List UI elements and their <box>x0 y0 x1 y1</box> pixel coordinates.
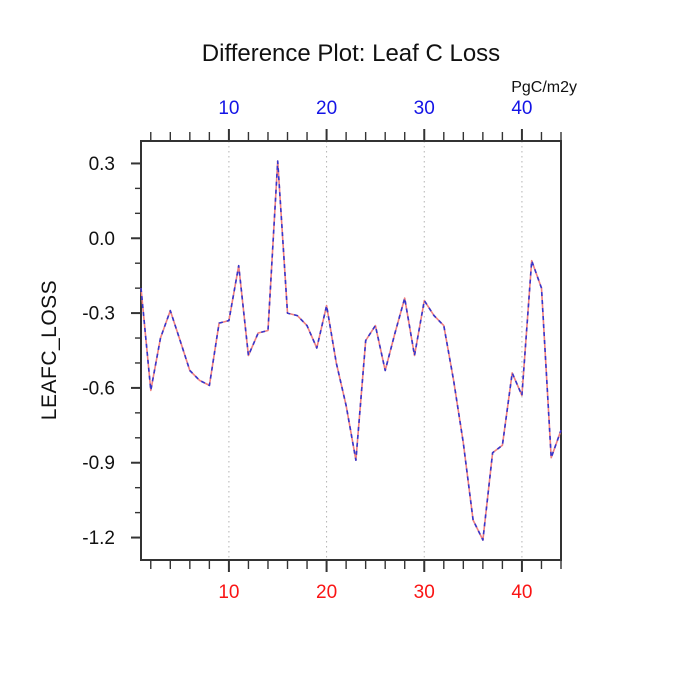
y-axis-tick-label: -0.6 <box>82 378 115 399</box>
difference-line-blue <box>140 160 562 541</box>
y-axis-tick-label: -1.2 <box>82 528 115 549</box>
x-axis-tick-label: 30 <box>414 582 435 603</box>
y-axis-tick-label: 0.0 <box>89 229 115 250</box>
x-axis-tick-label: 10 <box>218 582 239 603</box>
x-axis-tick-label: 40 <box>511 582 532 603</box>
top-axis-units-label: PgC/m2y <box>511 79 577 96</box>
plot-frame <box>140 140 562 561</box>
y-axis-tick-label: -0.3 <box>82 304 115 325</box>
y-axis-tick-label: 0.3 <box>89 154 115 175</box>
difference-line-red <box>140 160 562 541</box>
top-axis-tick-label: 10 <box>218 98 239 119</box>
top-axis-tick-label: 40 <box>511 98 532 119</box>
top-axis-tick-label: 20 <box>316 98 337 119</box>
x-axis-tick-label: 20 <box>316 582 337 603</box>
y-axis-tick-label: -0.9 <box>82 453 115 474</box>
top-axis-tick-label: 30 <box>414 98 435 119</box>
page-title: Difference Plot: Leaf C Loss <box>201 40 501 67</box>
